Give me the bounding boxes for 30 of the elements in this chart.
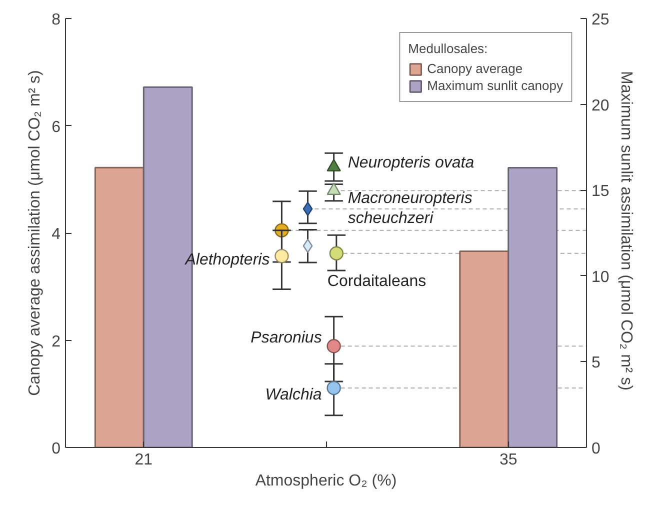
legend-title: Medullosales: (408, 41, 489, 56)
y2-tick-label: 10 (592, 268, 610, 286)
y-tick-label: 0 (52, 440, 61, 458)
y-tick-label: 4 (52, 226, 61, 243)
point (329, 246, 344, 260)
y-tick-label: 8 (52, 12, 61, 28)
series-label: Macroneuropteris scheuchzeri (348, 190, 472, 228)
x-tick-label: 21 (134, 452, 153, 468)
y-axis-title: Canopy average assimilation (μmol CO₂ m² s) (26, 70, 44, 396)
series-label: Psaronius (250, 330, 322, 347)
y2-tick-label: 20 (592, 97, 610, 114)
y-tick-label: 2 (52, 333, 61, 350)
legend-label: Canopy average (427, 61, 523, 76)
y2-axis-title: Maximum sunlit assimilation (μmol CO₂ m² s) (617, 71, 634, 391)
y2-tick-label: 25 (592, 12, 610, 28)
point (326, 380, 341, 396)
point (326, 339, 341, 354)
series-label: Neuropteris ovata (348, 154, 474, 172)
x-axis-title: Atmospheric O₂ (%) (255, 472, 397, 490)
series-label: Cordaitaleans (327, 272, 426, 290)
y2-tick-label: 15 (592, 183, 610, 200)
y2-tick-label: 5 (592, 354, 600, 372)
point (302, 202, 313, 216)
point (274, 248, 289, 264)
y2-tick-label: 0 (592, 440, 600, 458)
x-tick-label: 35 (499, 452, 518, 468)
point (302, 238, 313, 253)
legend-label: Maximum sunlit canopy (427, 78, 563, 93)
y-tick-label: 6 (52, 118, 61, 136)
series-label: Walchia (265, 386, 322, 404)
